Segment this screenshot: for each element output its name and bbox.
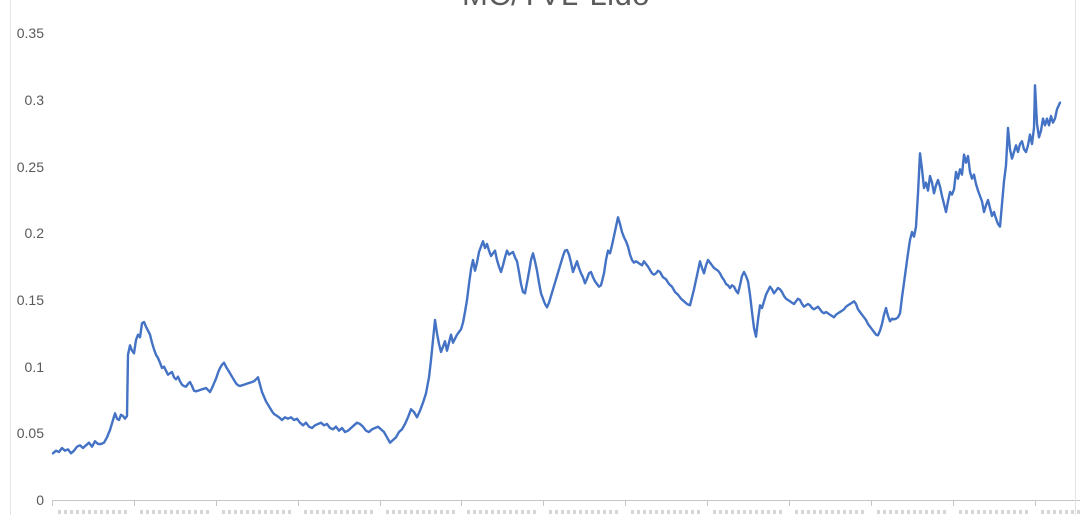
x-axis-label-clipped	[304, 510, 374, 514]
y-axis-label: 0.25	[16, 158, 44, 175]
y-axis-label: 0.05	[16, 425, 44, 442]
x-axis-label-clipped	[140, 510, 210, 514]
x-axis-tick	[134, 501, 135, 506]
x-axis-tick	[871, 501, 872, 506]
x-axis-label-clipped	[222, 510, 292, 514]
data-series-line	[51, 84, 1062, 455]
x-axis-tick	[707, 501, 708, 506]
x-axis-label-clipped	[386, 510, 456, 514]
x-axis-tick	[461, 501, 462, 506]
x-axis-tick	[1035, 501, 1036, 506]
x-axis-label-clipped	[1041, 510, 1080, 514]
x-axis-label-clipped	[631, 510, 701, 514]
y-axis-label: 0.35	[16, 25, 44, 42]
x-axis-label-clipped	[713, 510, 783, 514]
y-axis-label: 0.15	[16, 292, 44, 308]
x-axis-label-clipped	[467, 510, 537, 514]
x-axis-label-clipped	[877, 510, 947, 514]
y-axis-label: 0.2	[24, 225, 44, 242]
y-axis-label: 0.1	[24, 358, 44, 375]
x-axis-tick	[543, 501, 544, 506]
x-axis-label-clipped	[959, 510, 1029, 514]
x-axis-tick	[380, 501, 381, 506]
x-axis-label-clipped	[795, 510, 865, 514]
window-left-border	[10, 0, 11, 515]
x-axis-tick	[52, 501, 53, 506]
x-axis-label-clipped	[58, 510, 128, 514]
window-right-border	[1075, 0, 1076, 515]
x-axis-tick	[625, 501, 626, 506]
y-axis-label: 0	[36, 492, 44, 508]
x-axis-label-clipped	[549, 510, 619, 514]
x-axis-line	[52, 500, 1080, 501]
x-axis-tick	[789, 501, 790, 506]
x-axis-tick	[298, 501, 299, 506]
chart-title: MC/TVL-Lido	[52, 0, 1060, 12]
y-axis-label: 0.3	[24, 92, 44, 108]
x-axis-tick	[953, 501, 954, 506]
x-axis-tick	[216, 501, 217, 506]
